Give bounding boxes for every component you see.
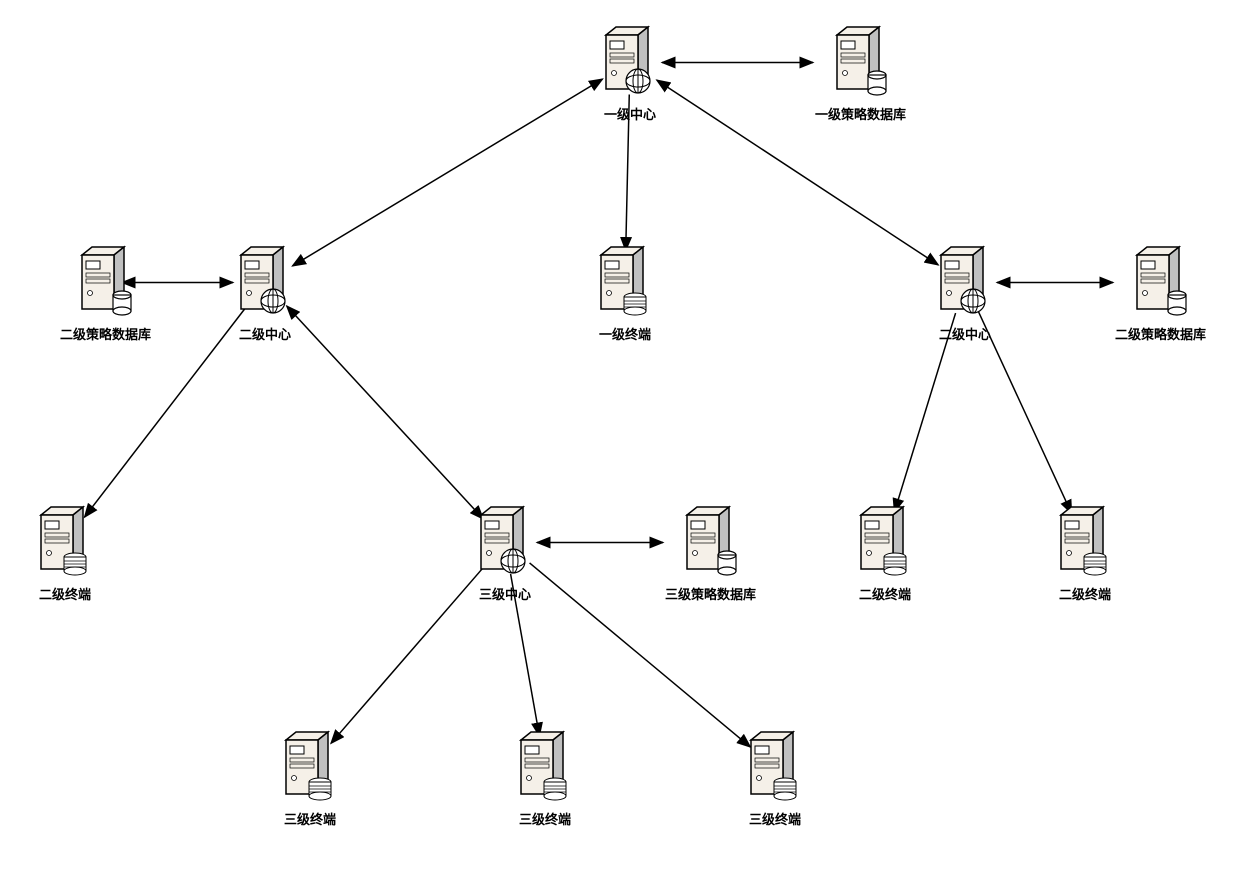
node-l3db: 三级策略数据库 <box>665 505 756 603</box>
terminal-icon <box>515 730 575 805</box>
node-label: 三级中心 <box>479 584 531 603</box>
center-icon <box>935 245 995 320</box>
node-l2terminal_a: 二级终端 <box>35 505 95 603</box>
node-l1terminal: 一级终端 <box>595 245 655 343</box>
node-l1center: 一级中心 <box>600 25 660 123</box>
edge <box>331 567 484 744</box>
node-l2terminal_b: 二级终端 <box>855 505 915 603</box>
node-label: 二级终端 <box>39 584 91 603</box>
database-icon <box>1131 245 1191 320</box>
node-label: 一级终端 <box>599 324 651 343</box>
database-icon <box>681 505 741 580</box>
database-icon <box>76 245 136 320</box>
node-label: 二级中心 <box>939 324 991 343</box>
node-label: 三级终端 <box>519 809 571 828</box>
node-label: 二级终端 <box>1059 584 1111 603</box>
node-label: 二级中心 <box>239 324 291 343</box>
edge <box>287 306 484 519</box>
center-icon <box>235 245 295 320</box>
terminal-icon <box>280 730 340 805</box>
node-label: 一级中心 <box>604 104 656 123</box>
center-icon <box>475 505 535 580</box>
node-label: 二级终端 <box>859 584 911 603</box>
node-label: 二级策略数据库 <box>1115 324 1206 343</box>
node-l3terminal_b: 三级终端 <box>515 730 575 828</box>
node-l1db: 一级策略数据库 <box>815 25 906 123</box>
node-label: 三级终端 <box>749 809 801 828</box>
terminal-icon <box>1055 505 1115 580</box>
node-label: 二级策略数据库 <box>60 324 151 343</box>
edge <box>292 79 602 266</box>
node-l3center: 三级中心 <box>475 505 535 603</box>
terminal-icon <box>595 245 655 320</box>
node-l3terminal_c: 三级终端 <box>745 730 805 828</box>
node-l3terminal_a: 三级终端 <box>280 730 340 828</box>
database-icon <box>831 25 891 100</box>
edges-layer <box>0 0 1240 876</box>
node-label: 三级终端 <box>284 809 336 828</box>
network-diagram: 一级中心 一级策略数据库 <box>0 0 1240 876</box>
node-label: 一级策略数据库 <box>815 104 906 123</box>
terminal-icon <box>745 730 805 805</box>
node-l2db_b: 二级策略数据库 <box>1115 245 1206 343</box>
node-label: 三级策略数据库 <box>665 584 756 603</box>
node-l2center_b: 二级中心 <box>935 245 995 343</box>
node-l2db_a: 二级策略数据库 <box>60 245 151 343</box>
node-l2center_a: 二级中心 <box>235 245 295 343</box>
node-l2terminal_c: 二级终端 <box>1055 505 1115 603</box>
terminal-icon <box>35 505 95 580</box>
center-icon <box>600 25 660 100</box>
terminal-icon <box>855 505 915 580</box>
